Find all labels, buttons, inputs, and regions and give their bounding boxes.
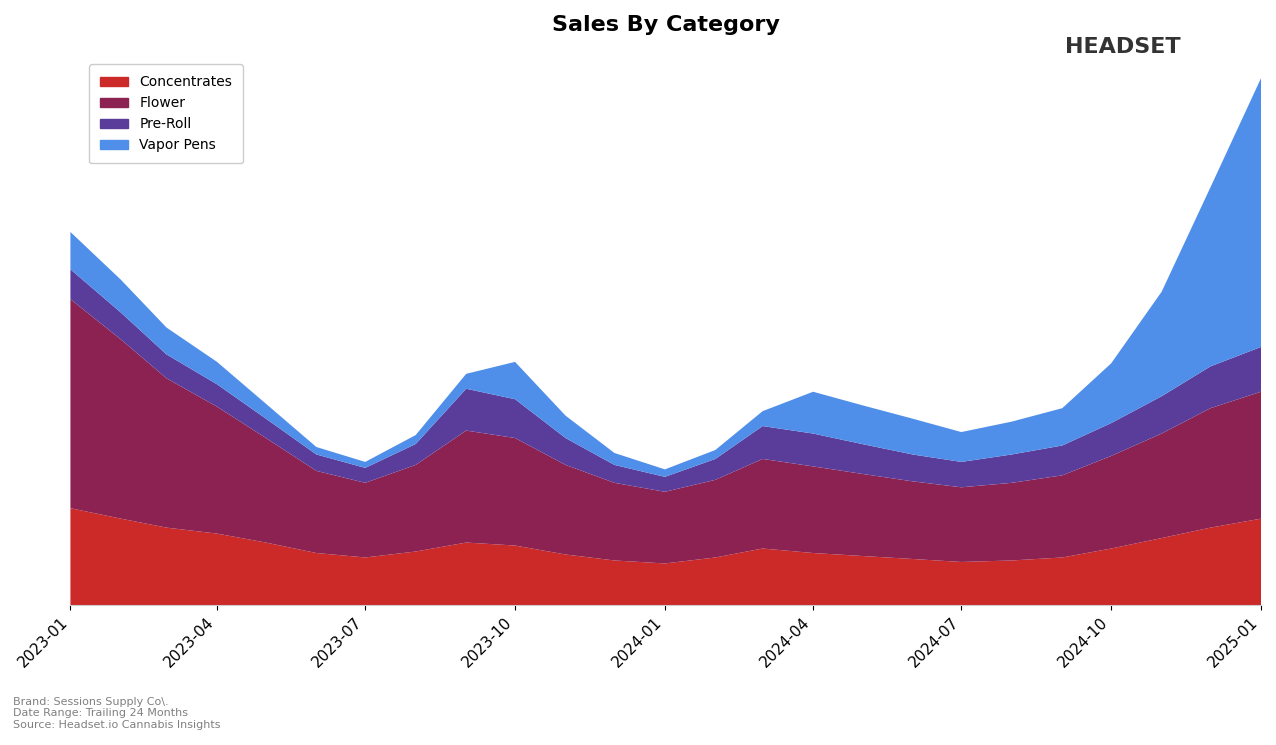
Legend: Concentrates, Flower, Pre-Roll, Vapor Pens: Concentrates, Flower, Pre-Roll, Vapor Pe… [89,64,244,163]
Text: HEADSET: HEADSET [1065,37,1180,57]
Text: Brand: Sessions Supply Co\.
Date Range: Trailing 24 Months
Source: Headset.io Ca: Brand: Sessions Supply Co\. Date Range: … [13,697,221,730]
Title: Sales By Category: Sales By Category [551,15,780,35]
